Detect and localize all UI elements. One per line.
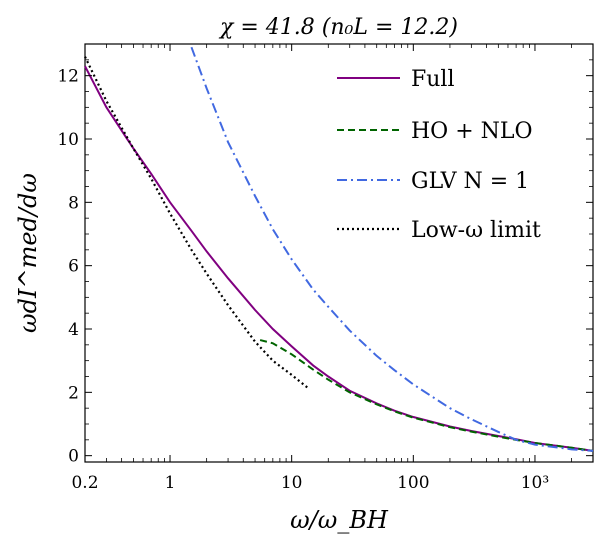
- x-axis-label: ω/ω_BH: [290, 506, 389, 534]
- series-layer: [84, 46, 594, 452]
- x-tick-label: 10: [281, 473, 303, 493]
- series-line-1: [259, 339, 594, 452]
- y-tick-label: 8: [68, 193, 79, 213]
- legend-label-1: HO + NLO: [411, 119, 533, 144]
- chart-title: χ = 41.8 (n₀L = 12.2): [218, 15, 458, 40]
- tick-layer: 0.2 1 10 100 10³ 0 2 4 6 8 10 12: [57, 44, 593, 493]
- legend-label-0: Full: [411, 67, 455, 92]
- legend-label-3: Low-ω limit: [411, 218, 541, 243]
- y-tick-label: 10: [57, 130, 79, 150]
- x-tick-label: 100: [397, 473, 429, 493]
- series-line-3: [84, 56, 311, 391]
- plot-area: [84, 43, 594, 463]
- legend: Full HO + NLO GLV N = 1 Low-ω limit: [337, 67, 541, 243]
- y-axis-label: ωdI^med/dω: [14, 173, 42, 333]
- y-tick-label: 12: [57, 67, 79, 87]
- y-tick-label: 2: [68, 383, 79, 403]
- series-line-0: [84, 65, 594, 452]
- legend-label-2: GLV N = 1: [411, 169, 529, 194]
- y-tick-label: 6: [68, 257, 79, 277]
- y-tick-label: 4: [68, 320, 79, 340]
- x-tick-label: 1: [165, 473, 176, 493]
- series-line-2: [190, 46, 594, 452]
- x-tick-label: 10³: [521, 473, 549, 493]
- y-tick-label: 0: [68, 447, 79, 467]
- x-tick-label: 0.2: [71, 473, 98, 493]
